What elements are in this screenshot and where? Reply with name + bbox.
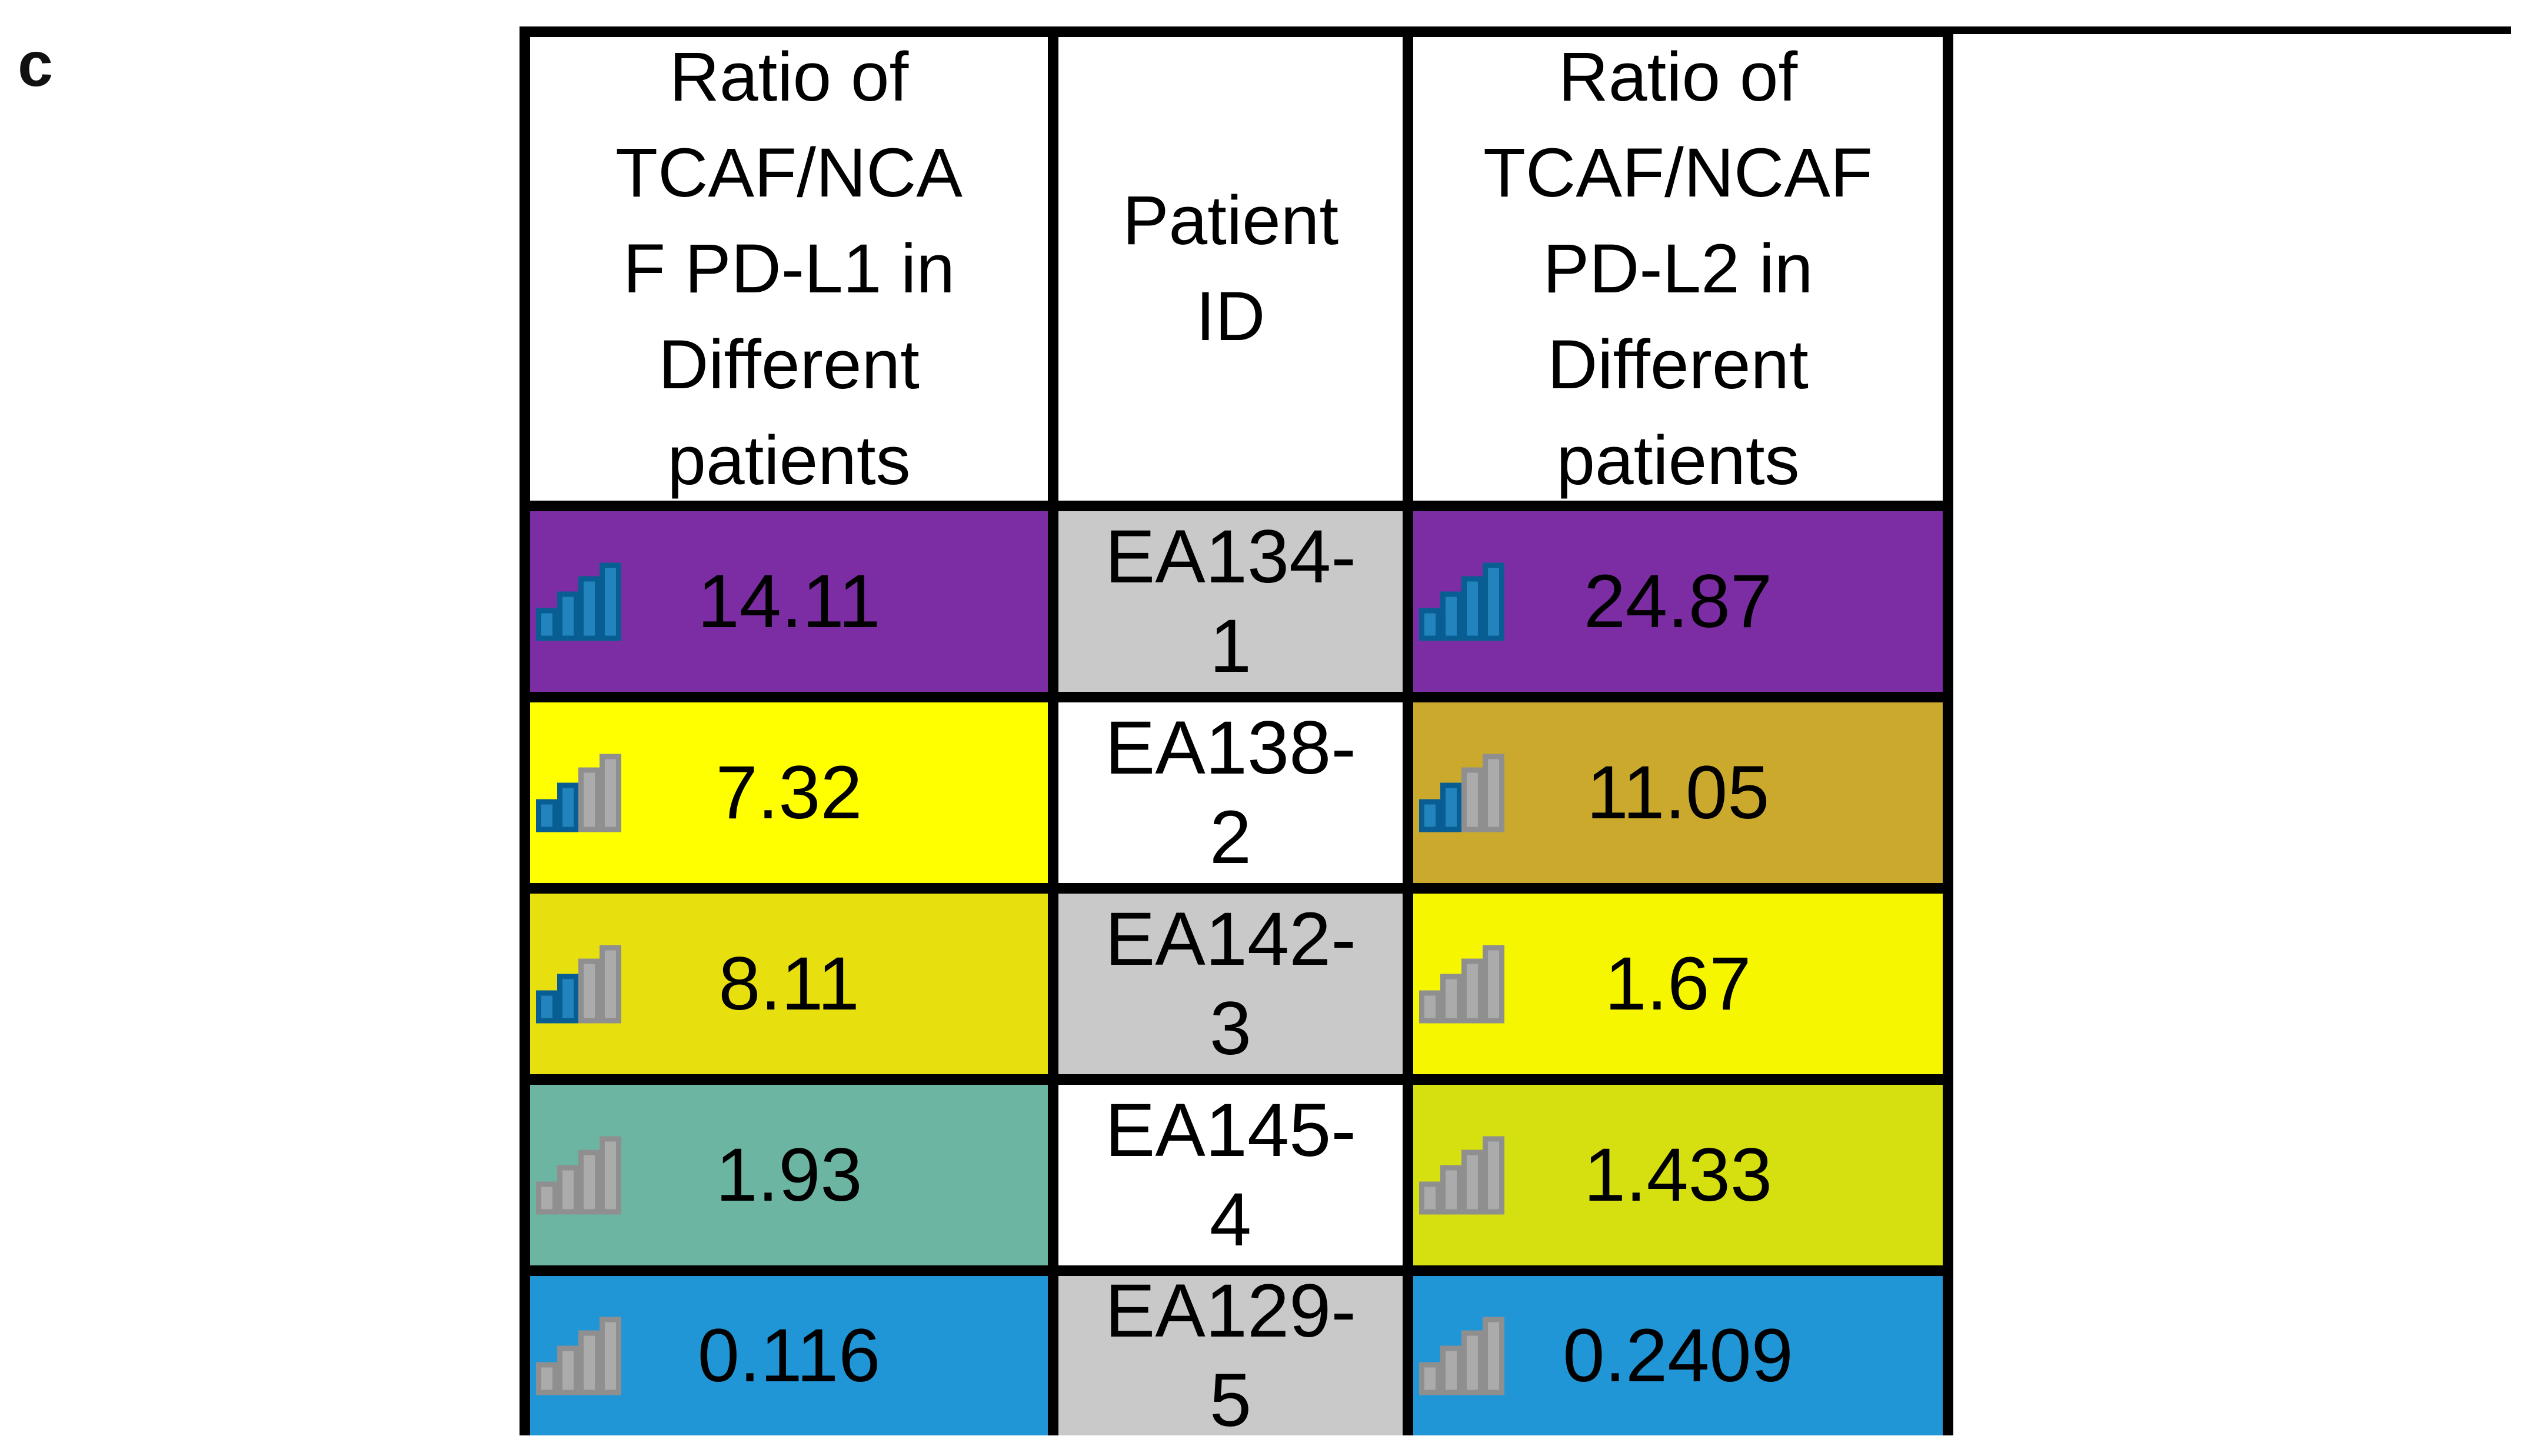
bar-chart-icon xyxy=(1419,754,1504,832)
pdl2-value: 1.67 xyxy=(1604,941,1752,1026)
header-text: TCAF/NCAF xyxy=(1483,134,1873,212)
header-text: Different xyxy=(658,325,920,404)
panel-label: c xyxy=(18,28,54,99)
pdl2-value: 11.05 xyxy=(1586,750,1770,835)
header-text: F PD-L1 in xyxy=(623,229,955,308)
pdl1-value-cell: 1.93 xyxy=(530,1085,1048,1265)
pdl2-value-cell: 1.67 xyxy=(1413,894,1943,1074)
pdl2-value: 24.87 xyxy=(1583,559,1773,644)
header-text: TCAF/NCA xyxy=(615,134,963,212)
header-text: patients xyxy=(667,421,911,499)
ratio-table: Ratio of TCAF/NCA F PD-L1 in Different p… xyxy=(520,26,1953,1435)
patient-id: 5 xyxy=(1209,1358,1252,1436)
pdl2-value-cell: 24.87 xyxy=(1413,511,1943,692)
pdl2-value: 1.433 xyxy=(1583,1132,1773,1217)
patient-id: EA134- xyxy=(1105,514,1356,599)
bar-chart-icon xyxy=(536,1136,621,1214)
pdl1-value-cell: 8.11 xyxy=(530,894,1048,1074)
header-text: PD-L2 in xyxy=(1543,229,1813,308)
pdl1-value: 1.93 xyxy=(715,1132,863,1217)
pdl2-value-cell: 1.433 xyxy=(1413,1085,1943,1265)
patient-id: 4 xyxy=(1209,1177,1252,1262)
pdl2-value: 0.2409 xyxy=(1563,1313,1793,1398)
patient-id: EA129- xyxy=(1105,1276,1356,1353)
pdl1-value: 0.116 xyxy=(697,1313,881,1398)
bar-chart-icon xyxy=(536,754,621,832)
top-rule xyxy=(1943,26,2511,34)
patient-id-cell: EA138- 2 xyxy=(1058,702,1403,883)
bar-chart-icon xyxy=(536,562,621,641)
bar-chart-icon xyxy=(536,1317,621,1395)
header-text: Patient xyxy=(1122,182,1339,259)
patient-id-cell: EA129- 5 xyxy=(1058,1276,1403,1435)
patient-id: EA138- xyxy=(1105,705,1356,790)
header-patient-id: Patient ID xyxy=(1058,37,1403,501)
bar-chart-icon xyxy=(1419,945,1504,1023)
patient-id: 2 xyxy=(1209,795,1252,879)
header-text: ID xyxy=(1196,278,1266,355)
pdl1-value: 14.11 xyxy=(697,559,881,644)
patient-id: 1 xyxy=(1209,604,1252,688)
pdl1-value-cell: 7.32 xyxy=(530,702,1048,883)
patient-id-cell: EA145- 4 xyxy=(1058,1085,1403,1265)
patient-id: 3 xyxy=(1209,986,1252,1071)
bar-chart-icon xyxy=(1419,1136,1504,1214)
patient-id-cell: EA134- 1 xyxy=(1058,511,1403,692)
header-text: Different xyxy=(1547,325,1809,404)
header-text: patients xyxy=(1556,421,1800,499)
pdl1-value-cell: 14.11 xyxy=(530,511,1048,692)
header-pdl2-ratio: Ratio of TCAF/NCAF PD-L2 in Different pa… xyxy=(1413,37,1943,501)
patient-id: EA145- xyxy=(1105,1088,1356,1172)
pdl1-value-cell: 0.116 xyxy=(530,1276,1048,1435)
pdl2-value-cell: 11.05 xyxy=(1413,702,1943,883)
bar-chart-icon xyxy=(536,945,621,1023)
pdl1-value: 8.11 xyxy=(718,941,860,1026)
header-text: Ratio of xyxy=(669,38,909,116)
pdl1-value: 7.32 xyxy=(715,750,863,835)
patient-id: EA142- xyxy=(1105,897,1356,981)
patient-id-cell: EA142- 3 xyxy=(1058,894,1403,1074)
pdl2-value-cell: 0.2409 xyxy=(1413,1276,1943,1435)
bar-chart-icon xyxy=(1419,1317,1504,1395)
bar-chart-icon xyxy=(1419,562,1504,641)
header-text: Ratio of xyxy=(1558,38,1798,116)
header-pdl1-ratio: Ratio of TCAF/NCA F PD-L1 in Different p… xyxy=(530,37,1048,501)
